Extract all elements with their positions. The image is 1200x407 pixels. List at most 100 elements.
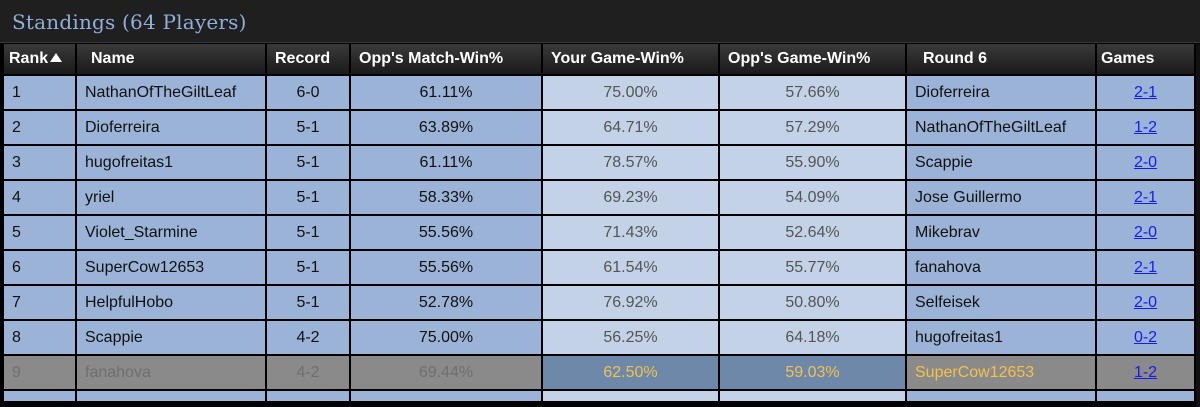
cell-rank: 9 [4, 356, 77, 391]
cell-record: 5-1 [267, 146, 351, 181]
cell-opp-game-win: 59.03% [720, 356, 907, 391]
cell-your-game-win: 75.00% [543, 76, 720, 111]
cell-rank: 7 [4, 286, 77, 321]
cell-name: SuperCow12653 [77, 251, 267, 286]
cell-your-game-win: 76.92% [543, 286, 720, 321]
cell-name: fanahova [77, 356, 267, 391]
cell-round-opponent: SuperCow12653 [907, 356, 1097, 391]
cell-opp-game-win: 50.80% [720, 286, 907, 321]
cell-opp-match-win: 69.44% [351, 356, 543, 391]
table-row: 6 SuperCow12653 5-1 55.56% 61.54% 55.77%… [4, 251, 1196, 286]
cell-opp-match-win: 61.11% [351, 76, 543, 111]
cell-name: HelpfulHobo [77, 286, 267, 321]
column-header-rank-label: Rank [9, 50, 49, 67]
column-header-record-label: Record [275, 50, 331, 67]
cell-opp-match-win: 63.89% [351, 111, 543, 146]
cell-record [267, 391, 351, 403]
games-link[interactable]: 0-2 [1133, 328, 1158, 346]
cell-record: 5-1 [267, 286, 351, 321]
cell-name: NathanOfTheGiltLeaf [77, 76, 267, 111]
standings-table: Rank Name Record Opp's Match-Win% Your G… [4, 44, 1196, 403]
column-header-name-label: Name [91, 50, 135, 67]
games-link[interactable]: 2-1 [1133, 188, 1158, 206]
cell-games: 0-2 [1097, 321, 1196, 356]
cell-rank: 4 [4, 181, 77, 216]
table-row: 8 Scappie 4-2 75.00% 56.25% 64.18% hugof… [4, 321, 1196, 356]
cell-round-opponent: Mikebrav [907, 216, 1097, 251]
cell-record: 4-2 [267, 321, 351, 356]
cell-rank: 5 [4, 216, 77, 251]
cell-name: Violet_Starmine [77, 216, 267, 251]
cell-opp-match-win: 75.00% [351, 321, 543, 356]
cell-round-opponent: Jose Guillermo [907, 181, 1097, 216]
column-header-round[interactable]: Round 6 [907, 44, 1097, 76]
cell-your-game-win: 78.57% [543, 146, 720, 181]
column-header-round-label: Round 6 [923, 50, 987, 67]
cell-games: 2-0 [1097, 146, 1196, 181]
scrollbar-edge [1196, 44, 1200, 407]
column-header-opp-match-win-label: Opp's Match-Win% [359, 50, 504, 67]
cell-your-game-win [543, 391, 720, 403]
games-link[interactable]: 2-1 [1133, 258, 1158, 276]
column-header-your-game-win[interactable]: Your Game-Win% [543, 44, 720, 76]
cell-games: 1-2 [1097, 356, 1196, 391]
games-link[interactable]: 2-0 [1133, 223, 1158, 241]
table-row: 7 HelpfulHobo 5-1 52.78% 76.92% 50.80% S… [4, 286, 1196, 321]
cell-opp-match-win: 52.78% [351, 286, 543, 321]
cell-record: 5-1 [267, 216, 351, 251]
cell-your-game-win: 56.25% [543, 321, 720, 356]
column-header-games[interactable]: Games [1097, 44, 1196, 76]
cell-rank: 2 [4, 111, 77, 146]
cell-name: Scappie [77, 321, 267, 356]
column-header-name[interactable]: Name [77, 44, 267, 76]
cell-rank: 8 [4, 321, 77, 356]
column-header-rank[interactable]: Rank [4, 44, 77, 76]
cell-rank: 3 [4, 146, 77, 181]
cell-rank [4, 391, 77, 403]
cell-games [1097, 391, 1196, 403]
column-header-opp-game-win[interactable]: Opp's Game-Win% [720, 44, 907, 76]
cell-your-game-win: 61.54% [543, 251, 720, 286]
standings-header: Standings (64 Players) [0, 0, 1200, 43]
cell-your-game-win: 69.23% [543, 181, 720, 216]
games-link[interactable]: 1-2 [1133, 118, 1158, 136]
sort-ascending-icon[interactable] [50, 53, 63, 62]
column-header-record[interactable]: Record [267, 44, 351, 76]
cell-games: 2-0 [1097, 216, 1196, 251]
column-header-opp-game-win-label: Opp's Game-Win% [728, 50, 871, 67]
cell-opp-game-win [720, 391, 907, 403]
cell-round-opponent: Selfeisek [907, 286, 1097, 321]
cell-record: 4-2 [267, 356, 351, 391]
cell-opp-game-win: 55.77% [720, 251, 907, 286]
games-link[interactable]: 2-1 [1133, 83, 1158, 101]
cell-record: 6-0 [267, 76, 351, 111]
cell-games: 2-1 [1097, 76, 1196, 111]
cell-record: 5-1 [267, 251, 351, 286]
cell-opp-game-win: 57.29% [720, 111, 907, 146]
cell-opp-match-win: 58.33% [351, 181, 543, 216]
cell-round-opponent: NathanOfTheGiltLeaf [907, 111, 1097, 146]
games-link[interactable]: 2-0 [1133, 153, 1158, 171]
cell-name [77, 391, 267, 403]
cell-opp-match-win: 61.11% [351, 146, 543, 181]
games-link[interactable]: 2-0 [1133, 293, 1158, 311]
cell-round-opponent: fanahova [907, 251, 1097, 286]
cell-your-game-win: 64.71% [543, 111, 720, 146]
cell-games: 2-1 [1097, 181, 1196, 216]
table-row: 5 Violet_Starmine 5-1 55.56% 71.43% 52.6… [4, 216, 1196, 251]
cell-opp-game-win: 57.66% [720, 76, 907, 111]
table-row: 2 Dioferreira 5-1 63.89% 64.71% 57.29% N… [4, 111, 1196, 146]
cell-name: yriel [77, 181, 267, 216]
cell-opp-game-win: 64.18% [720, 321, 907, 356]
cell-rank: 6 [4, 251, 77, 286]
table-row: 3 hugofreitas1 5-1 61.11% 78.57% 55.90% … [4, 146, 1196, 181]
cell-opp-game-win: 54.09% [720, 181, 907, 216]
column-header-your-game-win-label: Your Game-Win% [551, 50, 684, 67]
cell-name: hugofreitas1 [77, 146, 267, 181]
cell-name: Dioferreira [77, 111, 267, 146]
table-row-partial [4, 391, 1196, 403]
games-link[interactable]: 1-2 [1133, 363, 1158, 381]
cell-games: 2-0 [1097, 286, 1196, 321]
column-header-opp-match-win[interactable]: Opp's Match-Win% [351, 44, 543, 76]
